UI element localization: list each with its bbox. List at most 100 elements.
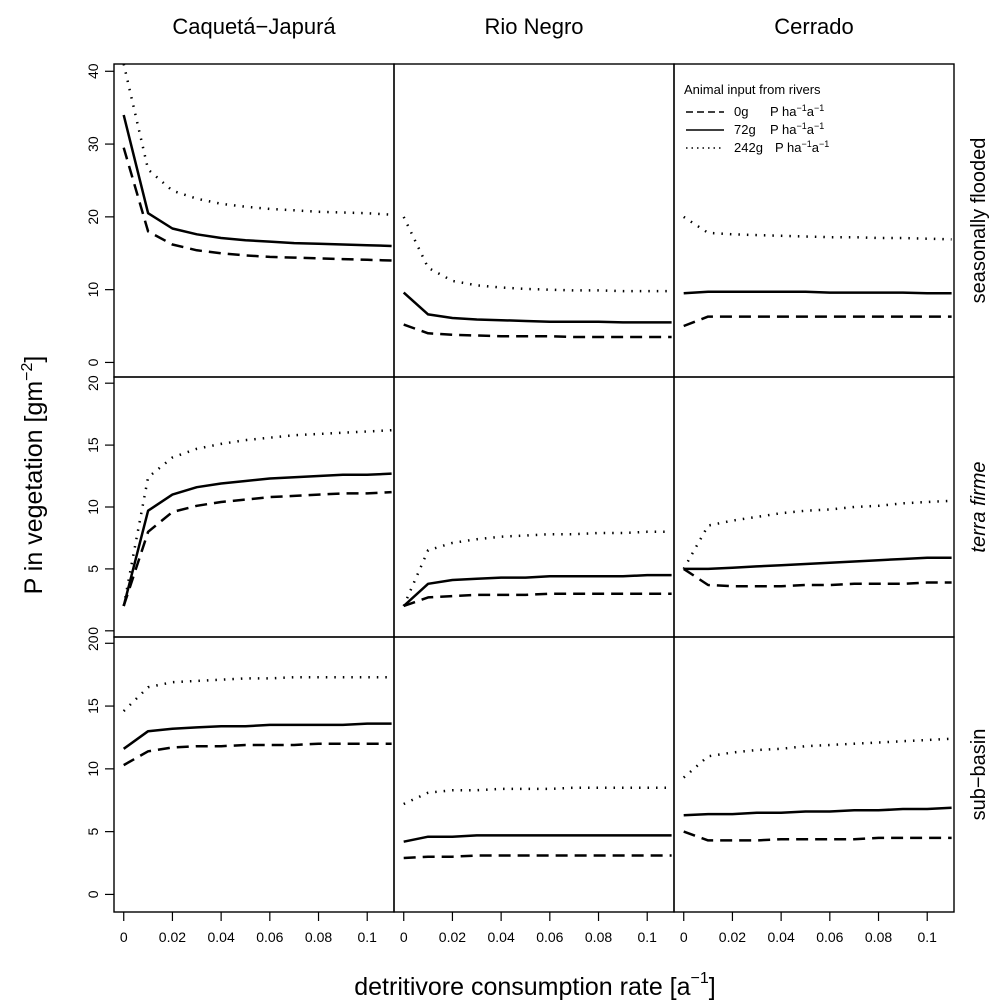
legend-entry-sup2: −1 bbox=[819, 139, 829, 149]
y-tick-label: 20 bbox=[85, 375, 101, 391]
y-axis-label-text: P in vegetation [gm bbox=[20, 381, 48, 595]
y-tick-label: 0 bbox=[85, 358, 101, 366]
x-axis-label: detritivore consumption rate [a−1] bbox=[354, 970, 715, 1001]
y-axis-label-end: ] bbox=[20, 356, 48, 363]
x-tick-label: 0.08 bbox=[865, 929, 892, 945]
x-tick-label: 0.08 bbox=[585, 929, 612, 945]
y-tick-label: 0 bbox=[85, 627, 101, 635]
y-tick-label: 0 bbox=[85, 890, 101, 898]
series-line-242g bbox=[682, 737, 952, 779]
legend-title: Animal input from rivers bbox=[684, 82, 821, 97]
x-axis-label-end: ] bbox=[709, 973, 716, 1001]
legend-entry-key: 0g bbox=[734, 104, 748, 119]
x-tick-label: 0.06 bbox=[816, 929, 843, 945]
y-axis-label-sup: −2 bbox=[19, 362, 36, 380]
y-tick-label: 20 bbox=[85, 635, 101, 651]
x-tick-label: 0.04 bbox=[488, 929, 515, 945]
legend-entry-text: 72g P ha−1a−1 bbox=[734, 121, 824, 137]
y-tick-label: 40 bbox=[85, 63, 101, 79]
series-line-72g bbox=[683, 290, 952, 295]
legend-entry-sup1: −1 bbox=[802, 139, 812, 149]
legend-entry-mid: a bbox=[807, 122, 815, 137]
y-tick-label: 10 bbox=[85, 499, 101, 515]
series-line-0g bbox=[683, 315, 952, 328]
x-tick-label: 0.1 bbox=[917, 929, 937, 945]
legend-entry-unit: P ha bbox=[770, 104, 797, 119]
series-line-242g bbox=[122, 64, 392, 216]
series-line-242g bbox=[683, 215, 952, 241]
x-tick-label: 0.04 bbox=[208, 929, 235, 945]
panel-frame bbox=[393, 636, 675, 913]
y-tick-label: 20 bbox=[85, 209, 101, 225]
panel bbox=[393, 636, 675, 913]
panels bbox=[113, 63, 955, 913]
x-axis-label-text: detritivore consumption rate [a bbox=[354, 973, 690, 1001]
column-title: Caquetá−Japurá bbox=[172, 14, 336, 39]
series-line-72g bbox=[403, 834, 672, 843]
x-tick-label: 0.1 bbox=[357, 929, 377, 945]
series-line-0g bbox=[403, 854, 672, 860]
x-tick-label: 0.02 bbox=[439, 929, 466, 945]
x-tick-label: 0.02 bbox=[159, 929, 186, 945]
series-line-0g bbox=[123, 742, 392, 767]
series-line-72g bbox=[122, 114, 392, 248]
legend-entry-text: 242g P ha−1a−1 bbox=[734, 139, 829, 155]
series-line-242g bbox=[403, 786, 672, 806]
y-tick-label: 5 bbox=[85, 565, 101, 573]
panel bbox=[113, 63, 395, 378]
legend-entry-unit: P ha bbox=[775, 140, 802, 155]
series-line-0g bbox=[122, 147, 392, 262]
legend-entry-mid: a bbox=[807, 104, 815, 119]
series-line-0g bbox=[403, 323, 672, 339]
row-title: terra firme bbox=[968, 461, 990, 552]
x-tick-label: 0.02 bbox=[719, 929, 746, 945]
legend-entry-sup1: −1 bbox=[797, 121, 807, 131]
series-line-72g bbox=[683, 806, 952, 817]
panel bbox=[393, 376, 675, 638]
legend-entry-key: 242g bbox=[734, 140, 763, 155]
x-tick-label: 0.08 bbox=[305, 929, 332, 945]
y-tick-label: 10 bbox=[85, 282, 101, 298]
panel bbox=[673, 636, 955, 913]
legend-entry-sup2: −1 bbox=[814, 103, 824, 113]
series-line-242g bbox=[402, 216, 672, 293]
x-tick-label: 0.1 bbox=[637, 929, 657, 945]
panel bbox=[113, 376, 395, 638]
x-tick-label: 0.06 bbox=[256, 929, 283, 945]
legend-entry-sup1: −1 bbox=[797, 103, 807, 113]
y-tick-label: 10 bbox=[85, 761, 101, 777]
y-tick-label: 15 bbox=[85, 437, 101, 453]
row-title: seasonally flooded bbox=[968, 138, 990, 304]
series-line-0g bbox=[683, 830, 952, 842]
column-title: Cerrado bbox=[774, 14, 853, 39]
x-tick-label: 0 bbox=[680, 929, 688, 945]
x-tick-label: 0 bbox=[400, 929, 408, 945]
y-tick-label: 30 bbox=[85, 136, 101, 152]
panel-frame bbox=[113, 376, 395, 638]
panel-frame bbox=[393, 63, 675, 378]
x-tick-label: 0 bbox=[120, 929, 128, 945]
x-tick-label: 0.06 bbox=[536, 929, 563, 945]
series-line-0g bbox=[683, 567, 952, 588]
panel bbox=[673, 376, 955, 638]
panel-frame bbox=[113, 63, 395, 378]
legend-entry-sup2: −1 bbox=[814, 121, 824, 131]
series-line-72g bbox=[122, 722, 392, 750]
row-title: sub−basin bbox=[968, 729, 990, 821]
panel-frame bbox=[673, 376, 955, 638]
legend-entry-unit: P ha bbox=[770, 122, 797, 137]
series-line-72g bbox=[122, 472, 392, 607]
legend-entry-mid: a bbox=[812, 140, 820, 155]
legend-entry-key: 72g bbox=[734, 122, 756, 137]
row-titles: seasonally flooded terra firme sub−basin bbox=[968, 138, 990, 821]
column-title: Rio Negro bbox=[484, 14, 583, 39]
y-axis-label: P in vegetation [gm−2] bbox=[19, 356, 48, 595]
column-titles: Caquetá−Japurá Rio Negro Cerrado bbox=[172, 14, 853, 39]
y-tick-label: 15 bbox=[85, 698, 101, 714]
series-line-72g bbox=[683, 556, 952, 571]
x-axis-label-sup: −1 bbox=[691, 970, 709, 987]
